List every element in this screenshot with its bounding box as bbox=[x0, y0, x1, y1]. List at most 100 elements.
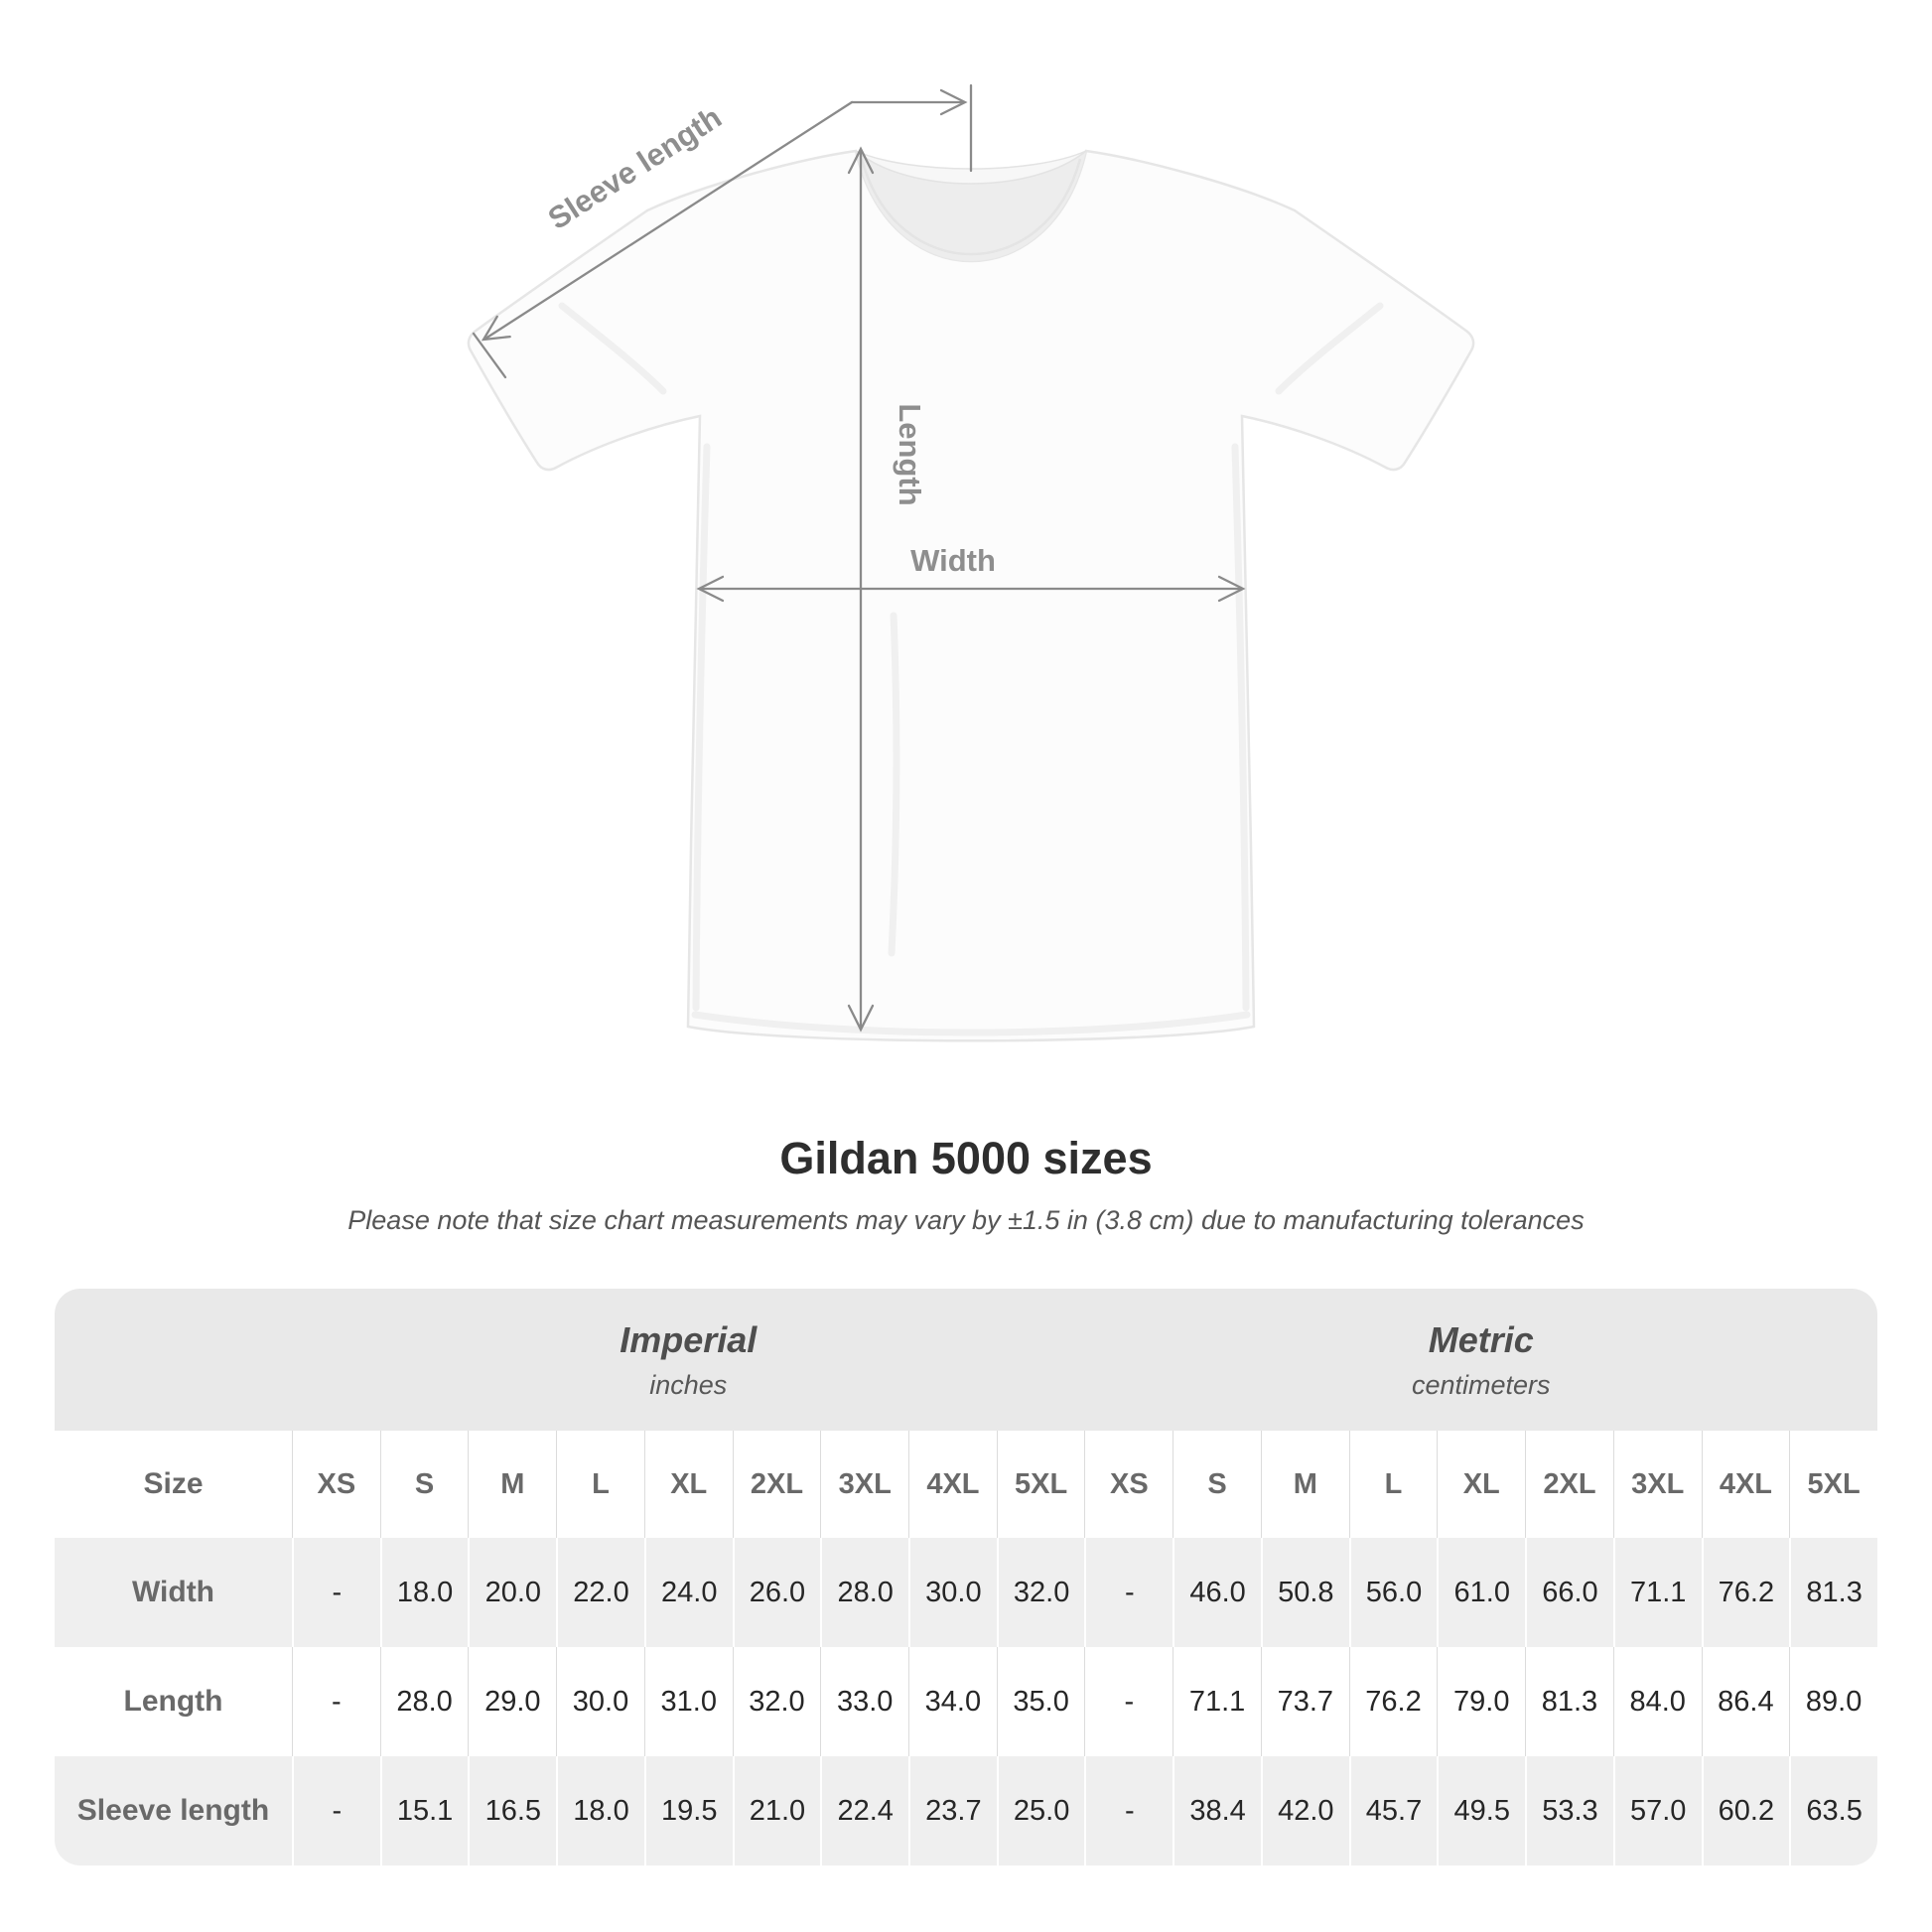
value-cell: 15.1 bbox=[379, 1756, 469, 1865]
value-cell: 38.4 bbox=[1173, 1756, 1261, 1865]
row-length: Length - 28.0 29.0 30.0 31.0 32.0 33.0 3… bbox=[55, 1647, 1877, 1756]
value-cell: 42.0 bbox=[1260, 1756, 1349, 1865]
value-cell: 18.0 bbox=[556, 1756, 644, 1865]
size-header-cell: 5XL bbox=[1789, 1431, 1877, 1538]
value-cell: 79.0 bbox=[1437, 1647, 1525, 1756]
value-cell: 29.0 bbox=[468, 1647, 556, 1756]
value-cell: 71.1 bbox=[1173, 1647, 1261, 1756]
value-cell: 45.7 bbox=[1348, 1756, 1438, 1865]
width-label: Width bbox=[910, 543, 996, 578]
sleeve-length-measure bbox=[472, 83, 973, 379]
size-header-cell: L bbox=[556, 1431, 644, 1538]
value-cell: 84.0 bbox=[1612, 1647, 1702, 1756]
length-label: Length bbox=[893, 403, 927, 505]
value-cell: 60.2 bbox=[1701, 1756, 1790, 1865]
value-cell: 57.0 bbox=[1612, 1756, 1702, 1865]
width-measure bbox=[696, 575, 1246, 603]
value-cell: 50.8 bbox=[1260, 1538, 1349, 1647]
value-cell: 34.0 bbox=[908, 1647, 997, 1756]
size-header-cell: 2XL bbox=[1525, 1431, 1613, 1538]
value-cell: 30.0 bbox=[908, 1538, 997, 1647]
tshirt-graphic bbox=[467, 149, 1475, 1042]
measure-lines bbox=[472, 83, 1246, 1033]
value-cell: 76.2 bbox=[1348, 1647, 1438, 1756]
size-header-cell: 4XL bbox=[908, 1431, 997, 1538]
value-cell: - bbox=[1084, 1538, 1173, 1647]
size-header-cell: XL bbox=[643, 1431, 733, 1538]
size-header-cell: 3XL bbox=[1612, 1431, 1702, 1538]
value-cell: 16.5 bbox=[468, 1756, 556, 1865]
row-width: Width - 18.0 20.0 22.0 24.0 26.0 28.0 30… bbox=[55, 1538, 1877, 1647]
size-header-cell: XS bbox=[1084, 1431, 1173, 1538]
value-cell: - bbox=[292, 1756, 380, 1865]
value-cell: 46.0 bbox=[1173, 1538, 1261, 1647]
size-header-cell: 3XL bbox=[820, 1431, 908, 1538]
size-header-cell: M bbox=[468, 1431, 556, 1538]
value-cell: 18.0 bbox=[379, 1538, 469, 1647]
size-header-cell: S bbox=[379, 1431, 469, 1538]
value-cell: 76.2 bbox=[1701, 1538, 1790, 1647]
shirt-shading bbox=[558, 302, 1384, 1036]
value-cell: 25.0 bbox=[996, 1756, 1085, 1865]
tshirt-diagram: Sleeve length Length Width bbox=[467, 83, 1475, 1042]
value-cell: 49.5 bbox=[1437, 1756, 1525, 1865]
value-cell: 28.0 bbox=[379, 1647, 469, 1756]
value-cell: 19.5 bbox=[643, 1756, 733, 1865]
value-cell: 31.0 bbox=[643, 1647, 733, 1756]
value-cell: 81.3 bbox=[1525, 1647, 1613, 1756]
unit-header-imperial: Imperial inches bbox=[292, 1289, 1085, 1431]
value-cell: 89.0 bbox=[1789, 1647, 1877, 1756]
value-cell: 33.0 bbox=[820, 1647, 908, 1756]
value-cell: - bbox=[292, 1647, 380, 1756]
page-title: Gildan 5000 sizes bbox=[779, 1133, 1153, 1183]
value-cell: 73.7 bbox=[1260, 1647, 1349, 1756]
row-label: Width bbox=[131, 1576, 215, 1608]
size-chart-figure: Sleeve length Length Width bbox=[467, 83, 1475, 1042]
value-cell: 28.0 bbox=[820, 1538, 908, 1647]
value-cell: 32.0 bbox=[732, 1647, 821, 1756]
value-cell: 26.0 bbox=[732, 1538, 821, 1647]
size-header-cell: 2XL bbox=[732, 1431, 821, 1538]
value-cell: 22.0 bbox=[556, 1538, 644, 1647]
value-cell: 56.0 bbox=[1348, 1538, 1438, 1647]
value-cell: 71.1 bbox=[1612, 1538, 1702, 1647]
size-header-cell: L bbox=[1348, 1431, 1438, 1538]
size-column-header: Size bbox=[143, 1467, 204, 1500]
size-header-row: Size XS S M L XL 2XL 3XL 4XL 5XL XS S M … bbox=[55, 1431, 1877, 1538]
size-table: Imperial inches Metric centimeters Size … bbox=[55, 1289, 1877, 1865]
row-sleeve-length: Sleeve length - 15.1 16.5 18.0 19.5 21.0… bbox=[55, 1756, 1877, 1865]
value-cell: 30.0 bbox=[556, 1647, 644, 1756]
size-header-cell: M bbox=[1260, 1431, 1349, 1538]
metric-label: Metric bbox=[1428, 1318, 1534, 1360]
value-cell: 23.7 bbox=[908, 1756, 997, 1865]
value-cell: - bbox=[292, 1538, 380, 1647]
value-cell: 81.3 bbox=[1789, 1538, 1877, 1647]
value-cell: 86.4 bbox=[1701, 1647, 1790, 1756]
size-header-cell: 4XL bbox=[1701, 1431, 1790, 1538]
imperial-unit-label: inches bbox=[649, 1369, 728, 1400]
value-cell: 22.4 bbox=[820, 1756, 908, 1865]
metric-unit-label: centimeters bbox=[1411, 1369, 1551, 1400]
unit-header-metric: Metric centimeters bbox=[1085, 1289, 1878, 1431]
value-cell: 63.5 bbox=[1789, 1756, 1877, 1865]
value-cell: 53.3 bbox=[1525, 1756, 1613, 1865]
row-label: Sleeve length bbox=[76, 1794, 270, 1827]
size-header-cell: XS bbox=[292, 1431, 380, 1538]
size-header-cell: XL bbox=[1437, 1431, 1525, 1538]
value-cell: 32.0 bbox=[996, 1538, 1085, 1647]
page-subtitle: Please note that size chart measurements… bbox=[347, 1205, 1585, 1235]
size-header-cell: 5XL bbox=[996, 1431, 1085, 1538]
value-cell: 24.0 bbox=[643, 1538, 733, 1647]
value-cell: 61.0 bbox=[1437, 1538, 1525, 1647]
value-cell: 35.0 bbox=[996, 1647, 1085, 1756]
value-cell: - bbox=[1084, 1756, 1173, 1865]
unit-band-spacer bbox=[55, 1289, 292, 1431]
imperial-label: Imperial bbox=[620, 1318, 758, 1360]
row-label: Length bbox=[123, 1685, 223, 1718]
unit-header-band: Imperial inches Metric centimeters bbox=[55, 1289, 1877, 1431]
value-cell: 21.0 bbox=[732, 1756, 821, 1865]
value-cell: 20.0 bbox=[468, 1538, 556, 1647]
size-header-cell: S bbox=[1173, 1431, 1261, 1538]
value-cell: - bbox=[1084, 1647, 1173, 1756]
value-cell: 66.0 bbox=[1525, 1538, 1613, 1647]
